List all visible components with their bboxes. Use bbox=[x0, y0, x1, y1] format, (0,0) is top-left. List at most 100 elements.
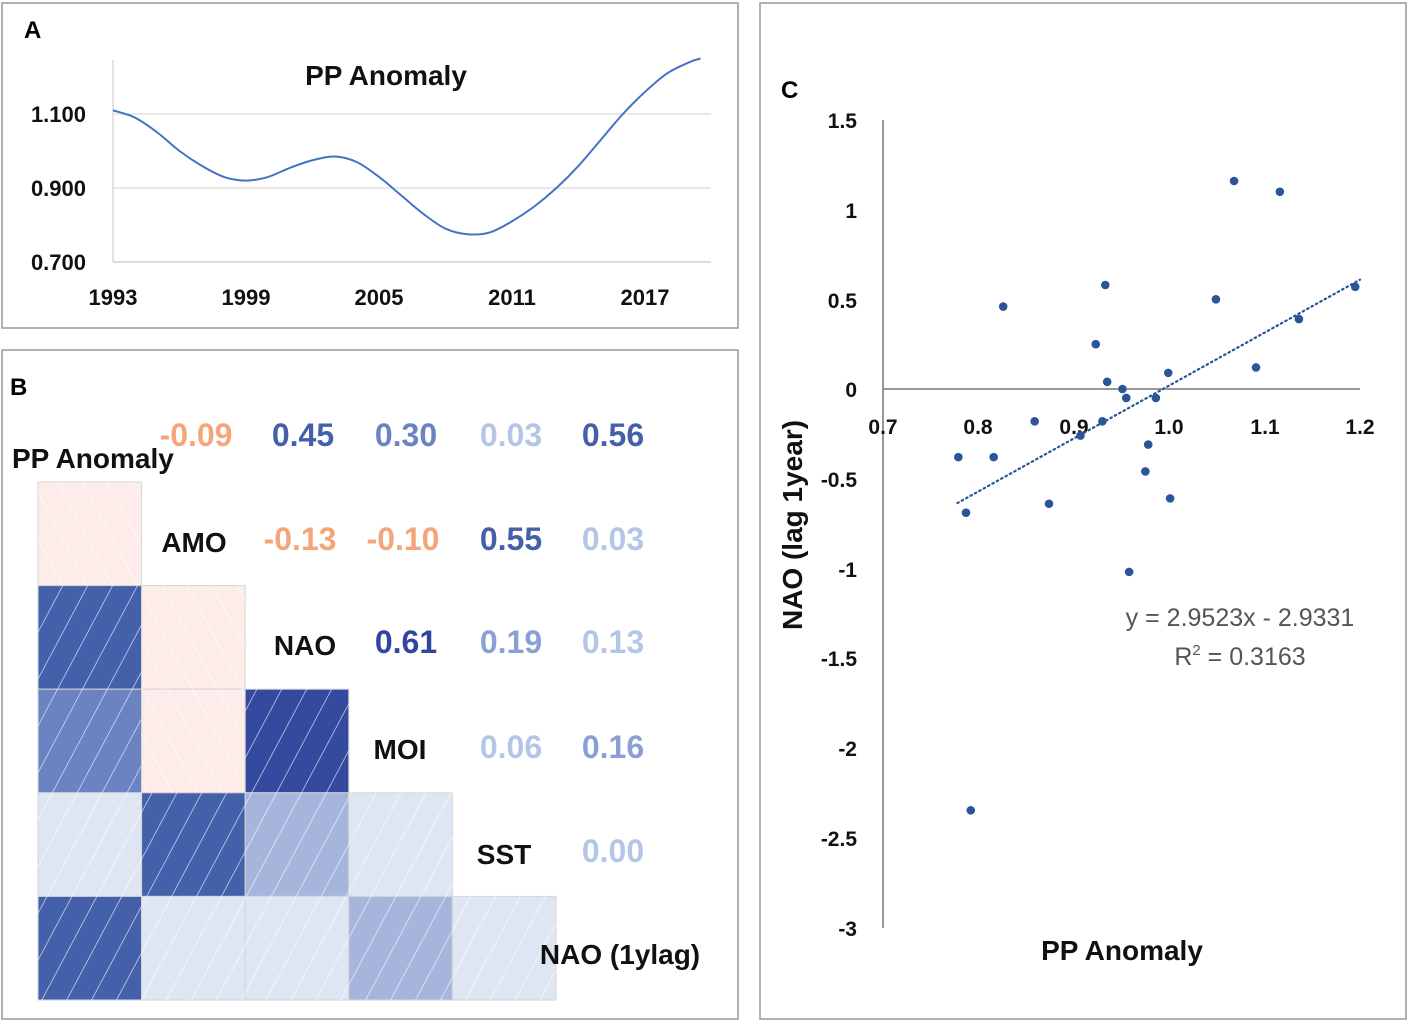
x-axis-title: PP Anomaly bbox=[1041, 935, 1203, 966]
cell-hatching bbox=[452, 896, 556, 1000]
cell-hatching bbox=[38, 896, 142, 1000]
cell-hatching bbox=[245, 689, 349, 793]
scatter-point bbox=[1143, 440, 1153, 449]
y-tick-label: 0.700 bbox=[31, 250, 86, 275]
r2-prefix: R bbox=[1174, 643, 1192, 671]
y-tick-label: 1.100 bbox=[31, 102, 86, 127]
chart-c-xticks: 0.7 0.8 0.9 1.0 1.1 1.2 bbox=[868, 416, 1374, 439]
y-tick-label: -2 bbox=[838, 738, 857, 761]
scatter-point bbox=[966, 806, 976, 815]
y-tick-label: 0.900 bbox=[31, 176, 86, 201]
x-tick-label: 0.8 bbox=[963, 416, 993, 439]
y-tick-label: -3 bbox=[838, 918, 857, 941]
panel-a-frame bbox=[1, 2, 739, 329]
panel-c-frame bbox=[759, 2, 1407, 1020]
scatter-point bbox=[1294, 314, 1304, 324]
y-tick-label: -0.5 bbox=[821, 469, 858, 492]
correlation-variable-labels: PP Anomaly AMO NAO MOI SST NAO (1ylag) bbox=[12, 443, 700, 970]
pp-anomaly-line bbox=[112, 57, 701, 236]
cell-hatching bbox=[245, 792, 349, 897]
cell-hatching bbox=[348, 792, 453, 897]
chart-c-marks bbox=[954, 176, 1362, 815]
x-tick-label: 2005 bbox=[355, 285, 404, 310]
correlation-value: -0.13 bbox=[264, 521, 337, 557]
scatter-point bbox=[1044, 499, 1054, 509]
correlation-value: 0.16 bbox=[582, 729, 644, 765]
scatter-point bbox=[961, 508, 971, 518]
variable-label-amo: AMO bbox=[161, 527, 226, 558]
variable-label-nao-1ylag: NAO (1ylag) bbox=[540, 939, 700, 970]
correlation-value: 0.13 bbox=[582, 624, 644, 660]
y-tick-label: 0.5 bbox=[828, 290, 858, 313]
correlation-value: 0.55 bbox=[480, 521, 542, 557]
x-tick-label: 2017 bbox=[621, 285, 670, 310]
x-tick-label: 1999 bbox=[222, 285, 271, 310]
scatter-point bbox=[1102, 377, 1112, 387]
r2-superscript: 2 bbox=[1192, 642, 1200, 659]
correlation-value: 0.19 bbox=[480, 624, 542, 660]
scatter-point bbox=[1275, 187, 1285, 197]
correlation-values: -0.09 0.45 0.30 0.03 0.56 -0.13 -0.10 0.… bbox=[160, 417, 645, 869]
x-tick-label: 1.1 bbox=[1250, 416, 1280, 439]
y-tick-label: 0 bbox=[845, 379, 857, 402]
variable-label-nao: NAO bbox=[274, 630, 336, 661]
scatter-point bbox=[1350, 282, 1360, 292]
y-axis-title: NAO (lag 1year) bbox=[777, 420, 808, 630]
trendline-r-squared: R2 = 0.3163 bbox=[1174, 642, 1305, 671]
x-tick-label: 1.2 bbox=[1345, 416, 1374, 439]
chart-a-title: PP Anomaly bbox=[305, 60, 467, 91]
scatter-point bbox=[1211, 295, 1221, 304]
cell-hatching bbox=[38, 689, 142, 793]
y-tick-label: 1 bbox=[845, 200, 857, 223]
trendline-equation: y = 2.9523x - 2.9331 bbox=[1126, 604, 1355, 632]
cell-hatching bbox=[38, 792, 142, 897]
chart-a-grid bbox=[112, 60, 711, 263]
cell-hatching bbox=[38, 482, 142, 586]
cell-hatching bbox=[141, 792, 246, 897]
scatter-point bbox=[1229, 176, 1239, 186]
chart-c-yticks: 1.5 1 0.5 0 -0.5 -1 -1.5 -2 -2.5 -3 bbox=[821, 110, 858, 941]
scatter-point bbox=[1118, 384, 1127, 394]
correlation-value: -0.09 bbox=[160, 417, 233, 453]
correlation-value: 0.06 bbox=[480, 729, 542, 765]
correlation-cells bbox=[37, 481, 557, 1001]
y-tick-label: -1 bbox=[838, 559, 857, 582]
scatter-point bbox=[1151, 393, 1161, 403]
panel-b-label: B bbox=[10, 374, 27, 401]
variable-label-pp-anomaly: PP Anomaly bbox=[12, 443, 174, 474]
cell-hatching bbox=[141, 689, 246, 793]
x-tick-label: 2011 bbox=[488, 285, 536, 310]
scatter-point bbox=[1091, 339, 1101, 349]
x-tick-label: 1.0 bbox=[1154, 416, 1183, 439]
scatter-point bbox=[954, 452, 963, 462]
cell-hatching bbox=[245, 896, 349, 1000]
correlation-value: 0.03 bbox=[582, 521, 644, 557]
r2-value: = 0.3163 bbox=[1201, 643, 1306, 671]
correlation-value: 0.56 bbox=[582, 417, 644, 453]
scatter-point bbox=[1141, 467, 1150, 476]
x-tick-label: 1993 bbox=[89, 285, 138, 310]
y-tick-label: -1.5 bbox=[821, 648, 858, 671]
chart-a-xticks: 1993 1999 2005 2011 2017 bbox=[89, 285, 670, 310]
cell-hatching bbox=[348, 896, 453, 1000]
correlation-value: 0.30 bbox=[375, 417, 437, 453]
panel-b: B PP Anomaly AMO NAO MOI SST NAO (1ylag)… bbox=[1, 349, 739, 1020]
x-tick-label: 0.7 bbox=[868, 416, 897, 439]
chart-a-series bbox=[112, 57, 701, 236]
scatter-point bbox=[989, 452, 998, 462]
panel-a-label: A bbox=[24, 17, 41, 44]
scatter-point bbox=[1165, 494, 1175, 503]
cell-hatching bbox=[38, 585, 142, 690]
scatter-point bbox=[1076, 431, 1085, 440]
scatter-point bbox=[998, 302, 1008, 311]
panel-a: A PP Anomaly 0.700 0.900 1.100 1993 1999… bbox=[1, 2, 739, 329]
correlation-value: -0.10 bbox=[367, 521, 440, 557]
variable-label-moi: MOI bbox=[374, 734, 427, 765]
y-tick-label: 1.5 bbox=[828, 110, 858, 133]
scatter-point bbox=[1098, 416, 1107, 426]
y-tick-label: -2.5 bbox=[821, 828, 858, 851]
chart-a-yticks: 0.700 0.900 1.100 bbox=[31, 102, 86, 275]
cell-hatching bbox=[141, 896, 246, 1000]
panel-c-label: C bbox=[781, 77, 798, 104]
panel-c: C 1.5 1 0.5 0 -0.5 -1 -1.5 -2 -2.5 -3 0.… bbox=[759, 2, 1407, 1020]
